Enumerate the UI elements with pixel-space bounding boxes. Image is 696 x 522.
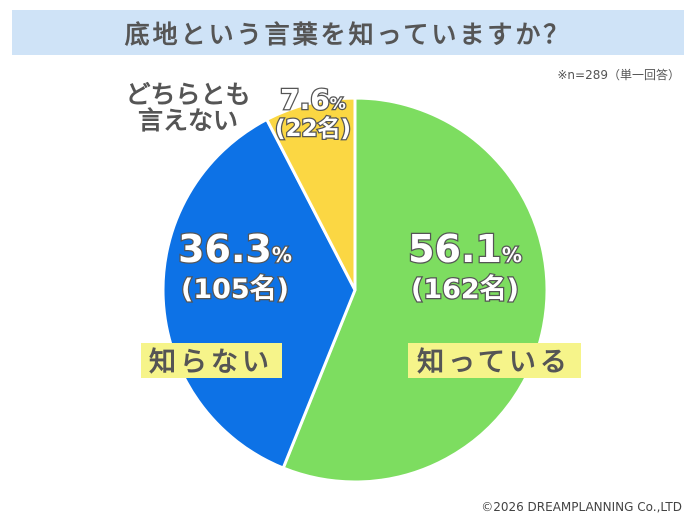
slice-label-known: 知っている bbox=[417, 347, 571, 378]
title-band: 底地という言葉を知っていますか？ bbox=[12, 10, 684, 55]
pie-slice-1 bbox=[161, 117, 357, 471]
pie-slice-2 bbox=[264, 96, 357, 291]
pct-label-known: 56.1% bbox=[408, 227, 522, 271]
slice-label-unknown: 知らない bbox=[149, 347, 273, 378]
label-bg-known bbox=[408, 343, 581, 378]
pct-label-unknown: 36.3% bbox=[178, 227, 292, 271]
pct-label-neutral: 7.6% bbox=[280, 83, 346, 116]
copyright: ©2026 DREAMPLANNING Co.,LTD bbox=[481, 500, 682, 514]
label-bg-unknown bbox=[141, 343, 282, 378]
slice-label-neutral-line2: 言えない bbox=[138, 106, 238, 135]
count-label-unknown: (105名) bbox=[181, 273, 289, 305]
chart-title: 底地という言葉を知っていますか？ bbox=[124, 19, 572, 49]
count-label-neutral: (22名) bbox=[275, 115, 351, 142]
count-label-known: (162名) bbox=[411, 273, 519, 305]
slice-label-neutral-line1: どちらとも bbox=[125, 80, 250, 109]
pie-slice-0 bbox=[281, 96, 549, 484]
sample-size-note: ※n=289（単一回答） bbox=[557, 68, 680, 82]
